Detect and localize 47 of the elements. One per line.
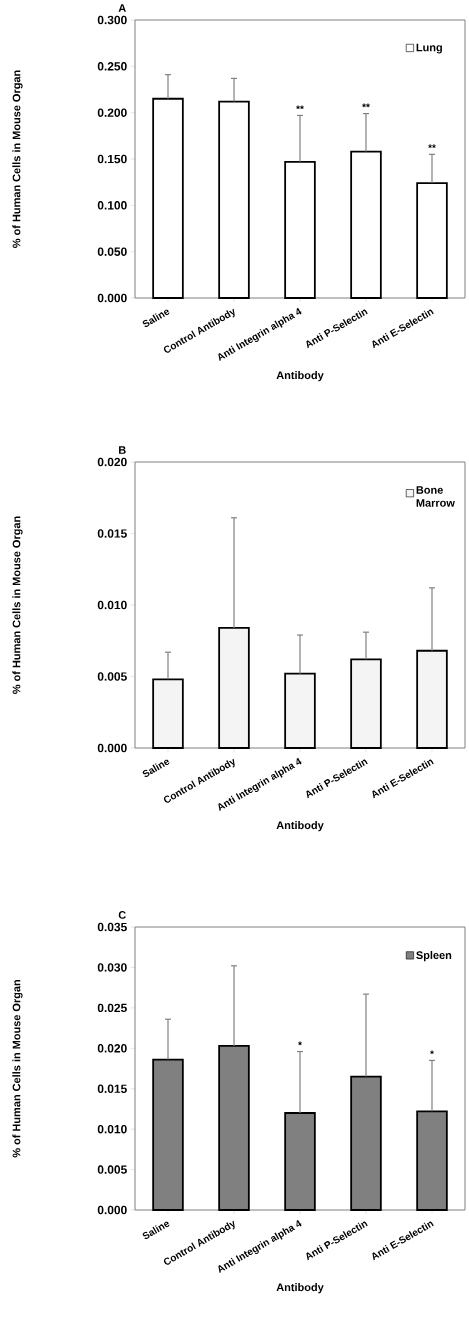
annotation: * <box>430 1050 434 1055</box>
y-tick-label: 0.035 <box>97 922 127 932</box>
bar <box>152 97 184 299</box>
y-tick-label: 0.200 <box>97 108 127 117</box>
bar <box>284 672 316 749</box>
bar <box>416 649 448 749</box>
y-tick-label: 0.000 <box>97 1205 127 1215</box>
y-axis-title: % of Human Cells in Mouse Organ <box>12 70 23 248</box>
x-axis-title: Antibody <box>276 1283 324 1294</box>
bar <box>350 658 382 749</box>
bar <box>416 182 448 299</box>
annotation: ** <box>362 103 370 108</box>
y-tick-label: 0.010 <box>97 1124 127 1134</box>
bar <box>284 160 316 299</box>
y-tick-label: 0.005 <box>97 1165 127 1174</box>
y-axis-title: % of Human Cells in Mouse Organ <box>12 516 23 694</box>
legend-label: Spleen <box>416 951 452 962</box>
bar <box>152 678 184 749</box>
y-tick-label: 0.250 <box>97 62 127 71</box>
y-tick-label: 0.020 <box>97 457 127 467</box>
legend-label: Lung <box>416 43 442 54</box>
y-tick-label: 0.100 <box>97 201 127 210</box>
bar <box>350 150 382 299</box>
bar <box>218 626 250 749</box>
annotation: ** <box>428 144 436 149</box>
y-axis-title: % of Human Cells in Mouse Organ <box>12 980 23 1158</box>
y-tick-label: 0.050 <box>97 247 127 256</box>
y-tick-label: 0.000 <box>97 743 127 753</box>
x-axis-title: Antibody <box>276 371 324 382</box>
y-tick-label: 0.005 <box>97 672 127 681</box>
y-tick-label: 0.030 <box>97 963 127 972</box>
chart-title: B <box>119 446 126 454</box>
y-tick-label: 0.015 <box>97 529 127 538</box>
legend-label: Bone Marrow <box>416 486 455 507</box>
chart-title: A <box>118 4 126 12</box>
annotation: ** <box>296 105 304 110</box>
annotation: * <box>298 1041 302 1046</box>
y-tick-label: 0.150 <box>97 154 127 164</box>
y-tick-label: 0.015 <box>97 1084 127 1093</box>
bar <box>218 100 250 299</box>
y-tick-label: 0.000 <box>97 293 127 303</box>
y-tick-label: 0.300 <box>97 15 127 25</box>
y-tick-label: 0.010 <box>97 600 127 610</box>
x-axis-title: Antibody <box>276 821 324 832</box>
y-tick-label: 0.025 <box>97 1003 127 1013</box>
chart-title: C <box>118 911 126 919</box>
y-tick-label: 0.020 <box>97 1044 127 1053</box>
